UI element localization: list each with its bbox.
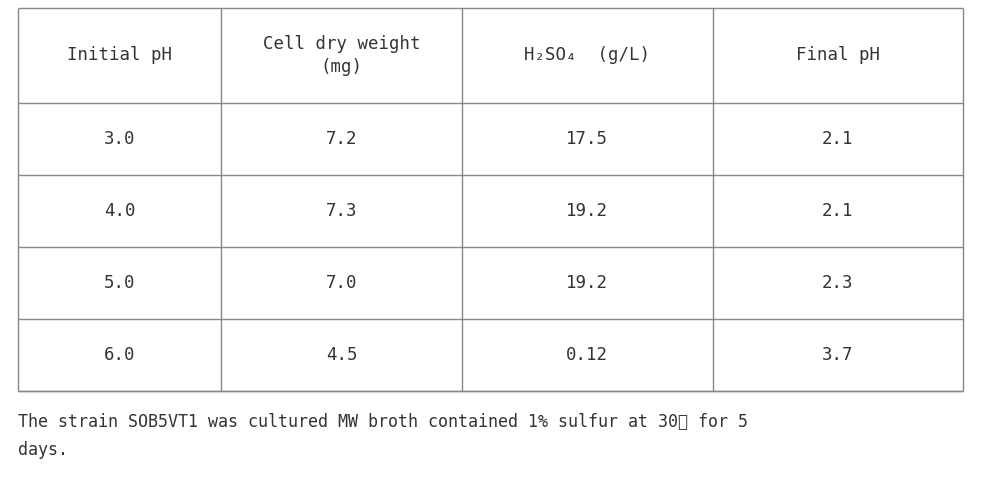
Text: 5.0: 5.0 [104, 274, 135, 292]
Text: 19.2: 19.2 [566, 202, 608, 220]
Text: 0.12: 0.12 [566, 346, 608, 364]
Text: 7.0: 7.0 [326, 274, 357, 292]
Text: 3.0: 3.0 [104, 130, 135, 148]
Text: 19.2: 19.2 [566, 274, 608, 292]
Text: Cell dry weight
(mg): Cell dry weight (mg) [263, 35, 421, 76]
Text: 2.1: 2.1 [822, 202, 853, 220]
Text: 7.3: 7.3 [326, 202, 357, 220]
Text: days.: days. [18, 441, 68, 459]
Text: 3.7: 3.7 [822, 346, 853, 364]
Text: 2.1: 2.1 [822, 130, 853, 148]
Text: 17.5: 17.5 [566, 130, 608, 148]
Text: Final pH: Final pH [796, 46, 880, 64]
Text: 6.0: 6.0 [104, 346, 135, 364]
Text: 2.3: 2.3 [822, 274, 853, 292]
Text: Initial pH: Initial pH [67, 46, 172, 64]
Text: 4.5: 4.5 [326, 346, 357, 364]
Text: 7.2: 7.2 [326, 130, 357, 148]
Text: The strain SOB5VT1 was cultured MW broth contained 1% sulfur at 30℃ for 5: The strain SOB5VT1 was cultured MW broth… [18, 413, 748, 431]
Text: 4.0: 4.0 [104, 202, 135, 220]
Text: H₂SO₄  (g/L): H₂SO₄ (g/L) [525, 46, 650, 64]
